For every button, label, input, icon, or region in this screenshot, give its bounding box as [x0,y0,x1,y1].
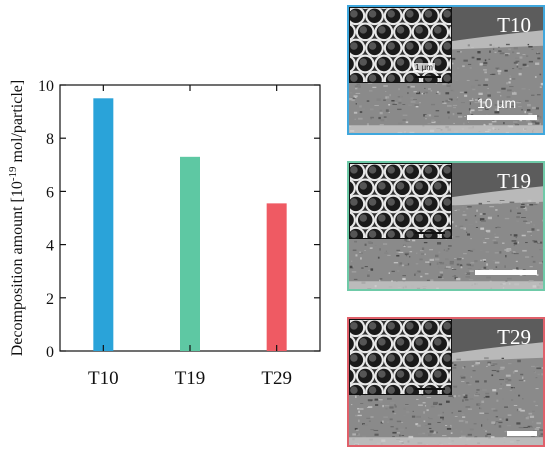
bar-t19 [180,156,200,351]
sem-image-t29: T29 [347,317,545,447]
x-axis-labels: T10 T19 T29 [88,85,292,389]
sem-inset-pores [349,163,452,239]
sample-label: T10 [497,13,531,37]
sem-inset-pores [349,7,452,83]
sample-label: T19 [497,169,531,193]
bar-t10 [93,98,114,351]
y-axis-label: Decomposition amount [10-19 mol/particle… [7,80,26,356]
bar-chart: 0 2 4 6 8 10 T10 T19 T29 Decomposition amount [… [7,78,321,389]
y-tick-label: 10 [38,78,54,95]
inset-scale-bar [415,232,445,234]
inset-scale-bar-label: 1 µm [413,63,435,72]
sem-image-t19: T19 [347,161,545,291]
scale-bar [475,270,537,275]
y-tick-label: 2 [46,291,54,308]
y-tick-label: 4 [46,238,54,255]
x-tick-label: T29 [261,368,292,389]
y-tick-label: 8 [46,131,54,148]
scale-bar [507,431,537,436]
sample-label: T29 [497,325,531,349]
sem-inset-pores [349,319,452,395]
scale-bar-label: 10 µm [477,95,517,111]
inset-scale-bar [415,388,445,390]
scale-bar [467,115,537,120]
y-axis-ticks: 0 2 4 6 8 10 [38,78,320,361]
inset-scale-bar [415,76,441,78]
x-tick-label: T10 [88,368,119,389]
y-tick-label: 6 [46,184,54,201]
bars [93,98,287,351]
y-tick-label: 0 [46,344,54,361]
bar-t29 [266,203,287,351]
sem-image-t10: T10 1 µm 10 µm [347,5,545,135]
x-tick-label: T19 [175,368,206,389]
